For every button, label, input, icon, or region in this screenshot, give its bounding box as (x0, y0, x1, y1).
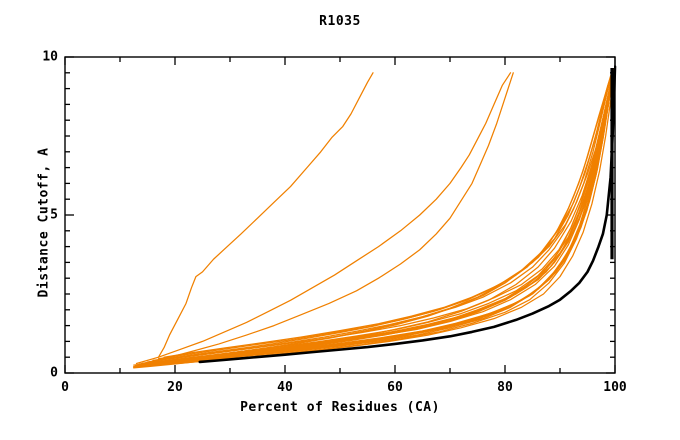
prediction-curve (133, 65, 616, 368)
y-axis-label: Distance Cutoff, A (36, 147, 52, 298)
prediction-curve (134, 65, 616, 367)
x-tick-label: 80 (497, 380, 513, 395)
y-tick-label: 0 (50, 365, 58, 381)
y-tick-label: 10 (42, 49, 58, 65)
x-tick-label: 60 (387, 380, 403, 395)
reference-curve (198, 65, 617, 364)
prediction-curves (133, 65, 616, 369)
prediction-curve (135, 65, 616, 368)
axis-major-ticks (64, 56, 616, 374)
prediction-curve (138, 65, 616, 367)
y-tick-label: 5 (50, 207, 58, 223)
plot-frame (64, 56, 616, 374)
prediction-curve (157, 65, 616, 360)
prediction-curve (135, 65, 616, 367)
prediction-curve (138, 65, 616, 366)
prediction-curve (135, 65, 616, 367)
prediction-curve (141, 65, 616, 365)
prediction-curve (152, 65, 616, 362)
x-axis-label: Percent of Residues (CA) (240, 400, 440, 415)
x-tick-label: 20 (167, 380, 183, 395)
prediction-curve (141, 65, 616, 365)
prediction-curve (146, 65, 616, 364)
prediction-curve (133, 65, 616, 369)
prediction-curve (135, 65, 616, 367)
prediction-curve (157, 72, 374, 358)
prediction-curve (141, 65, 616, 366)
x-tick-label: 40 (277, 380, 293, 395)
x-tick-label: 100 (603, 380, 627, 395)
prediction-curve (146, 65, 616, 363)
x-tick-label: 0 (61, 380, 69, 395)
axis-minor-ticks (65, 57, 615, 373)
prediction-curve (133, 65, 616, 366)
prediction-curve (144, 65, 616, 365)
prediction-curve (163, 65, 616, 358)
prediction-curve (133, 65, 616, 368)
chart-title: R1035 (319, 14, 361, 29)
prediction-curve (135, 72, 512, 365)
prediction-curve (149, 65, 616, 364)
reference-curve-path (198, 65, 617, 364)
frame-corner-notch (609, 58, 614, 68)
prediction-curve (152, 65, 616, 361)
prediction-curve (133, 65, 616, 368)
prediction-curve (138, 72, 514, 365)
